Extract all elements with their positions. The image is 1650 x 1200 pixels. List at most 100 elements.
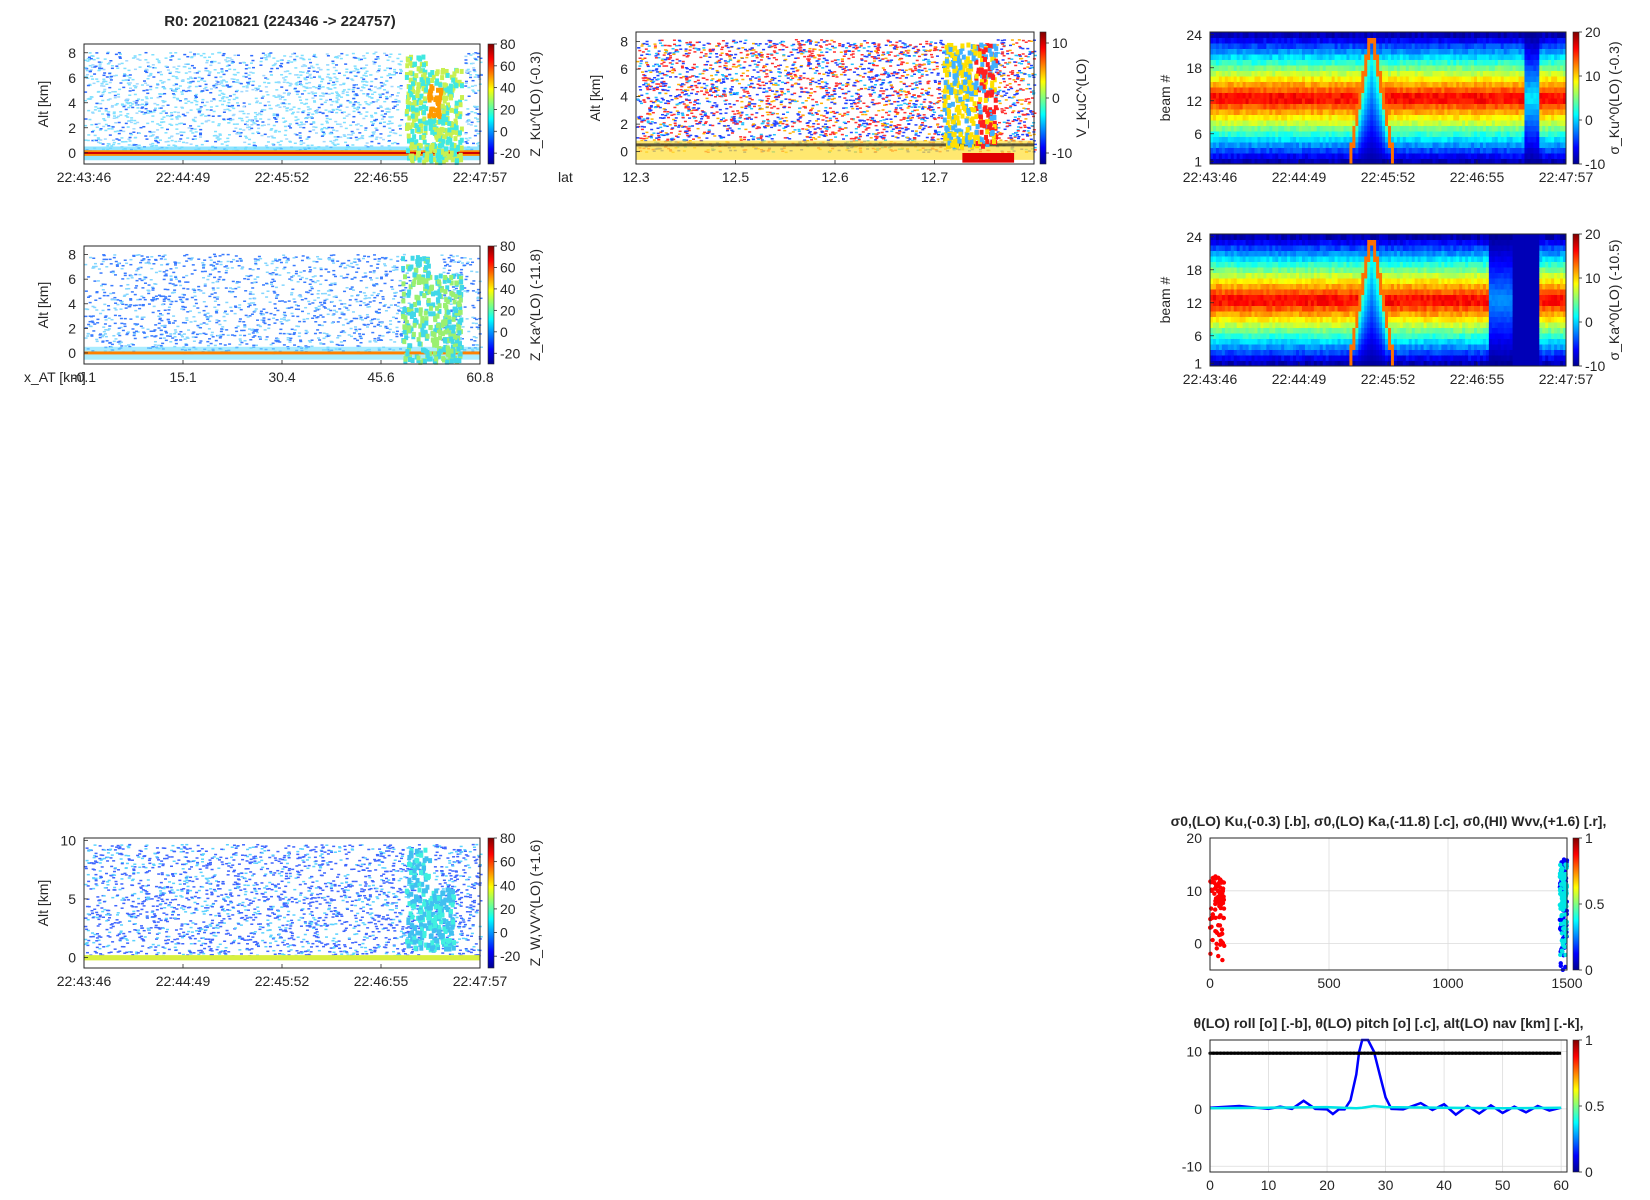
heatmap-cell bbox=[868, 52, 872, 55]
heatmap-cell bbox=[199, 106, 203, 108]
heatmap-cell bbox=[242, 105, 246, 108]
heatmap-cell bbox=[660, 97, 664, 100]
heatmap-cell bbox=[366, 93, 370, 95]
heatmap-cell bbox=[736, 110, 740, 112]
heatmap-cell bbox=[851, 56, 855, 58]
heatmap-cell bbox=[995, 69, 999, 71]
heatmap-cell bbox=[307, 136, 311, 138]
heatmap-cell bbox=[703, 131, 707, 134]
heatmap-cell bbox=[300, 102, 304, 104]
heatmap-cell bbox=[752, 60, 756, 62]
storm-cell bbox=[428, 145, 433, 151]
heatmap-cell bbox=[766, 124, 770, 126]
heatmap-cell bbox=[899, 51, 903, 54]
heatmap-cell bbox=[808, 136, 812, 139]
heatmap-cell bbox=[88, 118, 92, 121]
heatmap-cell bbox=[813, 48, 817, 51]
heatmap-cell bbox=[640, 71, 644, 73]
storm-cell bbox=[436, 146, 441, 152]
heatmap-cell bbox=[325, 117, 329, 120]
storm-cell bbox=[438, 139, 443, 145]
storm-cell bbox=[449, 107, 454, 113]
heatmap-cell bbox=[261, 95, 265, 98]
heatmap-cell bbox=[335, 80, 339, 83]
storm-cell bbox=[423, 84, 428, 90]
heatmap-cell bbox=[293, 58, 297, 61]
storm-cell bbox=[442, 82, 447, 88]
heatmap-cell bbox=[252, 141, 256, 144]
heatmap-cell bbox=[765, 75, 769, 78]
heatmap-cell bbox=[764, 76, 768, 78]
heatmap-cell bbox=[715, 69, 719, 72]
heatmap-cell bbox=[639, 62, 643, 65]
heatmap-cell bbox=[886, 51, 890, 53]
heatmap-cell bbox=[826, 99, 830, 101]
heatmap-cell bbox=[851, 50, 855, 53]
heatmap-cell bbox=[240, 117, 244, 120]
heatmap-cell bbox=[838, 128, 842, 130]
heatmap-cell bbox=[732, 57, 736, 59]
heatmap-cell bbox=[797, 78, 801, 81]
heatmap-cell bbox=[762, 66, 766, 69]
heatmap-cell bbox=[714, 74, 718, 76]
heatmap-cell bbox=[638, 85, 642, 88]
heatmap-cell bbox=[859, 95, 863, 97]
heatmap-cell bbox=[364, 101, 368, 103]
heatmap-cell bbox=[844, 51, 848, 53]
storm-cell bbox=[419, 134, 424, 140]
heatmap-cell bbox=[166, 69, 170, 71]
heatmap-cell bbox=[264, 58, 268, 61]
heatmap-cell bbox=[314, 92, 318, 94]
heatmap-cell bbox=[768, 44, 772, 47]
heatmap-cell bbox=[750, 107, 754, 110]
heatmap-cell bbox=[335, 55, 339, 58]
heatmap-cell bbox=[388, 95, 392, 98]
heatmap-cell bbox=[656, 53, 660, 56]
heatmap-cell bbox=[729, 93, 733, 96]
heatmap-cell bbox=[765, 82, 769, 85]
heatmap-cell bbox=[267, 118, 271, 121]
heatmap-cell bbox=[468, 137, 472, 139]
heatmap-cell bbox=[389, 131, 393, 133]
heatmap-cell bbox=[137, 132, 141, 135]
heatmap-cell bbox=[153, 67, 157, 69]
heatmap-cell bbox=[472, 90, 476, 93]
heatmap-cell bbox=[804, 100, 808, 102]
heatmap-cell bbox=[715, 105, 719, 108]
heatmap-cell bbox=[182, 131, 186, 134]
heatmap-cell bbox=[318, 95, 322, 97]
heatmap-cell bbox=[765, 103, 769, 105]
heatmap-cell bbox=[930, 115, 934, 118]
heatmap-cell bbox=[169, 87, 173, 90]
heatmap-cell bbox=[400, 119, 404, 121]
heatmap-cell bbox=[333, 139, 337, 142]
heatmap-cell bbox=[739, 139, 743, 142]
heatmap-cell bbox=[377, 68, 381, 70]
heatmap-cell bbox=[133, 55, 137, 57]
heatmap-cell bbox=[850, 105, 854, 108]
heatmap-cell bbox=[351, 144, 355, 146]
heatmap-cell bbox=[914, 134, 918, 136]
heatmap-cell bbox=[1030, 113, 1034, 115]
heatmap-cell bbox=[930, 109, 934, 112]
heatmap-cell bbox=[359, 113, 363, 115]
heatmap-cell bbox=[665, 74, 669, 77]
heatmap-cell bbox=[232, 93, 236, 96]
heatmap-cell bbox=[809, 92, 813, 94]
heatmap-cell bbox=[660, 44, 664, 47]
heatmap-cell bbox=[389, 53, 393, 56]
heatmap-cell bbox=[703, 87, 707, 90]
heatmap-cell bbox=[696, 79, 700, 82]
heatmap-cell bbox=[175, 123, 179, 126]
heatmap-cell bbox=[205, 101, 209, 103]
storm-cell bbox=[416, 66, 421, 72]
heatmap-cell bbox=[212, 110, 216, 113]
heatmap-cell bbox=[324, 92, 328, 95]
heatmap-cell bbox=[1004, 107, 1008, 109]
heatmap-cell bbox=[925, 49, 929, 52]
heatmap-cell bbox=[871, 89, 875, 91]
heatmap-cell bbox=[363, 67, 367, 69]
heatmap-cell bbox=[189, 143, 193, 145]
heatmap-cell bbox=[242, 102, 246, 104]
heatmap-cell bbox=[853, 81, 857, 84]
